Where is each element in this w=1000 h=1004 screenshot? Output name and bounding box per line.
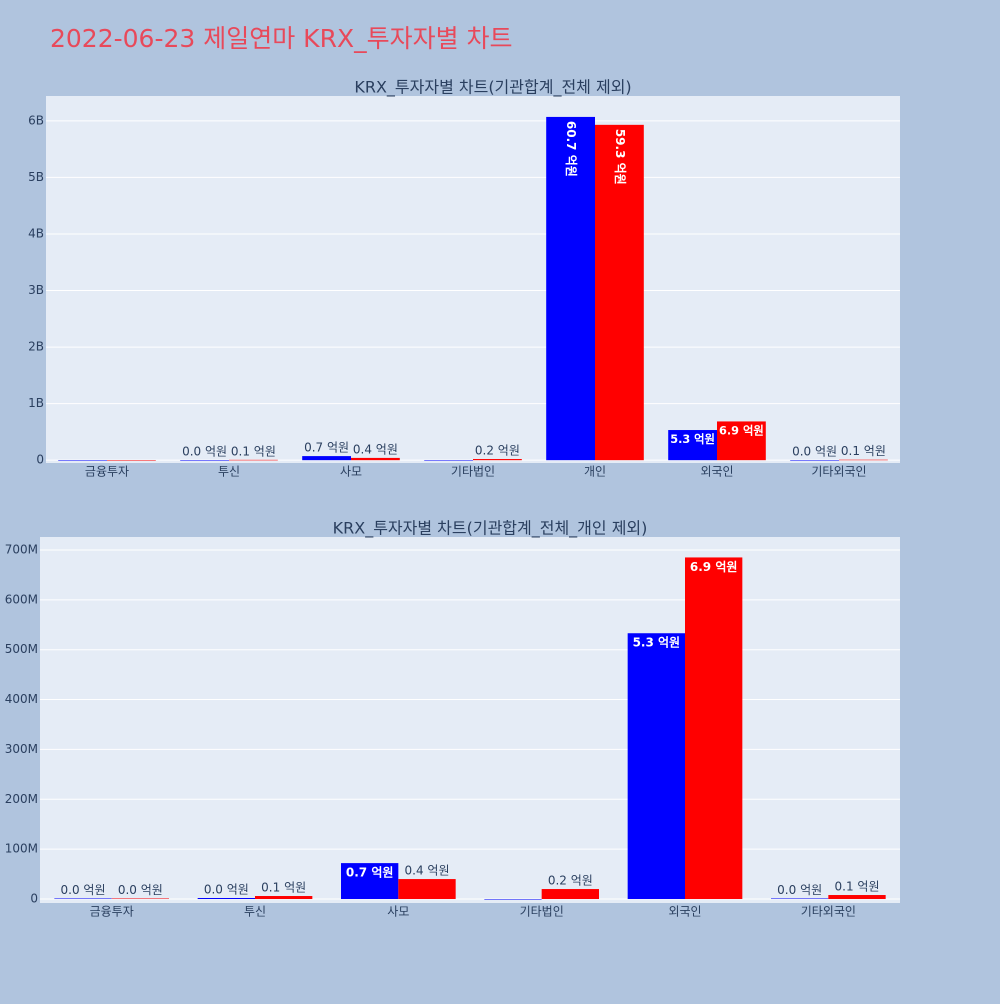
y-tick-label: 500M	[5, 642, 38, 656]
bar	[180, 460, 229, 461]
bar	[424, 460, 473, 461]
x-tick-label: 사모	[340, 465, 362, 479]
x-tick-label: 외국인	[700, 465, 733, 479]
y-tick-label: 300M	[5, 742, 38, 756]
bar	[107, 460, 156, 461]
x-tick-label: 기타법인	[451, 465, 495, 479]
bar	[54, 898, 112, 900]
bar	[595, 124, 644, 461]
value-label: 0.7 억원	[304, 441, 349, 455]
bar	[839, 459, 888, 461]
y-tick-label: 200M	[5, 792, 38, 806]
value-label: 0.2 억원	[548, 874, 593, 888]
y-tick-label: 6B	[28, 113, 44, 127]
y-tick-label: 700M	[5, 542, 38, 556]
value-label: 0.0 억원	[792, 445, 837, 459]
value-label: 0.0 억원	[118, 883, 163, 897]
x-tick-label: 기타외국인	[811, 465, 866, 479]
x-tick-label: 금융투자	[90, 905, 134, 919]
y-tick-label: 2B	[28, 340, 44, 354]
y-tick-label: 400M	[5, 692, 38, 706]
x-tick-label: 사모	[387, 905, 409, 919]
value-label: 0.2 억원	[475, 444, 520, 458]
bar	[627, 633, 685, 900]
y-tick-label: 0	[30, 892, 38, 906]
bar	[255, 896, 313, 900]
bar	[790, 460, 839, 461]
bar	[771, 898, 829, 900]
value-label: 59.3 억원	[613, 129, 627, 185]
bar	[58, 460, 107, 461]
x-tick-label: 기타외국인	[801, 905, 856, 919]
bar	[398, 879, 456, 900]
value-label: 6.9 억원	[719, 423, 764, 437]
value-label: 0.4 억원	[353, 442, 398, 456]
bar	[717, 421, 766, 461]
x-tick-label: 투신	[218, 465, 240, 479]
value-label: 0.1 억원	[835, 880, 880, 894]
bar	[828, 895, 886, 900]
bar	[541, 889, 599, 900]
value-label: 5.3 억원	[670, 432, 715, 446]
bar	[473, 459, 522, 461]
value-label: 0.1 억원	[841, 444, 886, 458]
value-label: 6.9 억원	[690, 560, 738, 574]
bar	[351, 457, 400, 461]
x-tick-label: 외국인	[668, 905, 701, 919]
y-tick-label: 100M	[5, 842, 38, 856]
bar	[111, 898, 169, 900]
value-label: 0.1 억원	[261, 881, 306, 895]
bar	[484, 899, 542, 900]
value-label: 0.0 억원	[61, 883, 106, 897]
bar	[546, 116, 595, 461]
value-label: 60.7 억원	[564, 121, 578, 177]
value-label: 0.0 억원	[204, 883, 249, 897]
chart-title: KRX_투자자별 차트(기관합계_전체 제외)	[354, 78, 631, 98]
value-label: 0.4 억원	[405, 864, 450, 878]
bar	[685, 557, 743, 900]
value-label: 0.0 억원	[777, 883, 822, 897]
value-label: 0.7 억원	[346, 866, 394, 880]
page-title: 2022-06-23 제일연마 KRX_투자자별 차트	[50, 24, 513, 53]
bar	[668, 430, 717, 461]
value-label: 5.3 억원	[633, 636, 681, 650]
y-tick-label: 1B	[28, 396, 44, 410]
y-tick-label: 600M	[5, 592, 38, 606]
value-label: 0.1 억원	[231, 444, 276, 458]
y-tick-label: 5B	[28, 170, 44, 184]
y-tick-label: 3B	[28, 283, 44, 297]
bar	[302, 456, 351, 461]
x-tick-label: 기타법인	[520, 905, 564, 919]
y-tick-label: 4B	[28, 226, 44, 240]
plot-area	[40, 537, 900, 903]
x-tick-label: 투신	[244, 905, 266, 919]
bar	[341, 863, 399, 900]
bar	[197, 898, 255, 900]
chart-title: KRX_투자자별 차트(기관합계_전체_개인 제외)	[333, 519, 648, 539]
x-tick-label: 금융투자	[85, 465, 129, 479]
y-tick-label: 0	[36, 453, 44, 467]
x-tick-label: 개인	[584, 465, 606, 479]
plot-area	[46, 96, 900, 463]
value-label: 0.0 억원	[182, 445, 227, 459]
bar	[229, 459, 278, 461]
